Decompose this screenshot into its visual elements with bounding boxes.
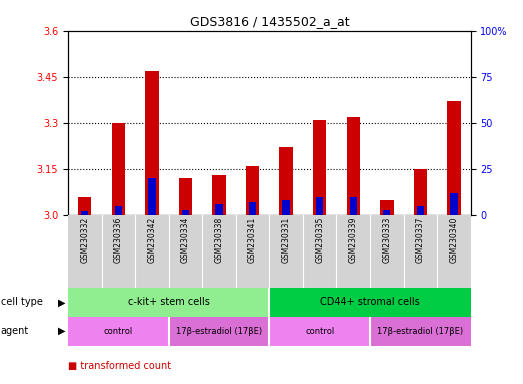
Text: control: control bbox=[305, 327, 334, 336]
Bar bbox=[168, 317, 269, 346]
Text: ▶: ▶ bbox=[58, 326, 65, 336]
Bar bbox=[313, 120, 326, 215]
Bar bbox=[349, 197, 357, 215]
Text: GSM230334: GSM230334 bbox=[181, 217, 190, 263]
Bar bbox=[417, 206, 424, 215]
Bar bbox=[437, 215, 471, 288]
Bar bbox=[269, 288, 471, 317]
Bar bbox=[447, 101, 461, 215]
Text: c-kit+ stem cells: c-kit+ stem cells bbox=[128, 297, 210, 308]
Bar bbox=[215, 204, 223, 215]
Text: GSM230332: GSM230332 bbox=[80, 217, 89, 263]
Text: GSM230331: GSM230331 bbox=[281, 217, 291, 263]
Title: GDS3816 / 1435502_a_at: GDS3816 / 1435502_a_at bbox=[189, 15, 349, 28]
Bar bbox=[135, 215, 168, 288]
Bar bbox=[383, 210, 391, 215]
Text: GSM230341: GSM230341 bbox=[248, 217, 257, 263]
Bar bbox=[279, 147, 293, 215]
Bar bbox=[182, 210, 189, 215]
Bar bbox=[370, 317, 471, 346]
Bar bbox=[68, 288, 269, 317]
Text: ■ transformed count: ■ transformed count bbox=[68, 361, 171, 371]
Bar bbox=[450, 193, 458, 215]
Bar bbox=[282, 200, 290, 215]
Bar bbox=[145, 71, 158, 215]
Bar bbox=[168, 215, 202, 288]
Bar bbox=[336, 215, 370, 288]
Bar bbox=[111, 123, 125, 215]
Text: agent: agent bbox=[1, 326, 29, 336]
Text: GSM230336: GSM230336 bbox=[114, 217, 123, 263]
Text: GSM230339: GSM230339 bbox=[349, 217, 358, 263]
Bar bbox=[68, 317, 168, 346]
Bar bbox=[115, 206, 122, 215]
Bar bbox=[202, 215, 236, 288]
Bar bbox=[236, 215, 269, 288]
Text: 17β-estradiol (17βE): 17β-estradiol (17βE) bbox=[377, 327, 463, 336]
Bar bbox=[78, 197, 92, 215]
Bar bbox=[246, 166, 259, 215]
Bar bbox=[148, 178, 155, 215]
Bar bbox=[316, 197, 323, 215]
Text: GSM230333: GSM230333 bbox=[382, 217, 391, 263]
Text: ▶: ▶ bbox=[58, 297, 65, 308]
Text: GSM230337: GSM230337 bbox=[416, 217, 425, 263]
Bar bbox=[179, 178, 192, 215]
Bar bbox=[81, 211, 88, 215]
Bar bbox=[249, 202, 256, 215]
Bar bbox=[380, 200, 393, 215]
Text: GSM230340: GSM230340 bbox=[449, 217, 459, 263]
Bar bbox=[68, 215, 101, 288]
Bar bbox=[414, 169, 427, 215]
Text: control: control bbox=[104, 327, 133, 336]
Bar bbox=[269, 317, 370, 346]
Bar bbox=[347, 117, 360, 215]
Bar bbox=[269, 215, 303, 288]
Bar bbox=[101, 215, 135, 288]
Text: GSM230342: GSM230342 bbox=[147, 217, 156, 263]
Text: GSM230338: GSM230338 bbox=[214, 217, 223, 263]
Text: GSM230335: GSM230335 bbox=[315, 217, 324, 263]
Bar bbox=[303, 215, 336, 288]
Bar bbox=[404, 215, 437, 288]
Text: cell type: cell type bbox=[1, 297, 42, 308]
Text: 17β-estradiol (17βE): 17β-estradiol (17βE) bbox=[176, 327, 262, 336]
Bar bbox=[370, 215, 404, 288]
Text: CD44+ stromal cells: CD44+ stromal cells bbox=[320, 297, 420, 308]
Bar bbox=[212, 175, 226, 215]
